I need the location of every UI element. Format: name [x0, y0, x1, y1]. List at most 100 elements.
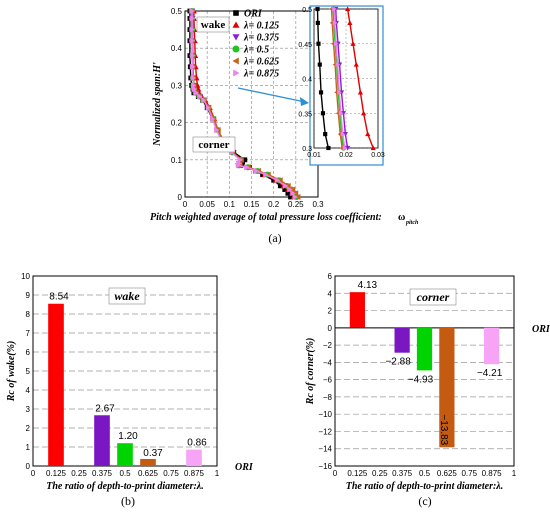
chart-b-data-label: 8.54 — [49, 292, 69, 303]
a-series-marker — [190, 52, 196, 59]
a-xtick-label: 0.1 — [224, 200, 236, 209]
a-inset-ytick: 0.5 — [302, 7, 312, 14]
chart-c-xtick-label: 0.125 — [347, 469, 368, 478]
chart-b-ylabel: Rc of wake(%) — [6, 341, 17, 403]
chart-c-title-box — [409, 288, 457, 306]
chart-c-baseline-label: ORI — [532, 324, 550, 335]
a-inset-series-marker — [337, 89, 342, 95]
a-inset-series-marker — [347, 20, 353, 25]
a-inset-series-line — [335, 8, 349, 149]
a-inset-series-marker — [350, 41, 356, 46]
chart-a-line: 0 0.1 0.2 0.3 0.4 0.5 0 0.05 0.1 0.15 0.2 0.25 0.3 wa… — [150, 5, 419, 226]
a-series-marker — [282, 182, 289, 189]
a-legend-entry: λ= 0.875 — [243, 69, 279, 80]
chart-b-title-box — [108, 287, 146, 305]
a-series-marker — [244, 164, 250, 171]
a-inset-series-marker — [318, 90, 324, 95]
chart-b-xtick-label: 0.5 — [119, 469, 131, 478]
a-inset-series-marker — [316, 41, 321, 46]
a-series-marker — [190, 74, 196, 81]
chart-b-bar — [94, 415, 110, 466]
chart-b-data-label: 0.37 — [143, 448, 163, 459]
a-inset-series-marker — [315, 20, 320, 25]
a-inset-series-marker — [320, 111, 326, 116]
a-xtick-label: 0 — [183, 200, 188, 209]
chart-c-xlabel: The ratio of depth-to-print diameter:λ. — [346, 481, 504, 492]
a-inset-series-marker — [335, 62, 341, 68]
a-inset-series-marker — [342, 145, 348, 151]
chart-b-data-label: 1.20 — [118, 431, 138, 442]
a-inset-series-marker — [323, 132, 328, 137]
a-inset-series-marker — [338, 110, 344, 116]
a-ylabel: Normalized span:H' — [152, 62, 163, 147]
chart-b-data-label: 0.86 — [187, 438, 207, 449]
chart-c-xtick-label: 0.25 — [372, 469, 388, 478]
chart-c-bar — [394, 327, 410, 353]
chart-c-xtick-label: 0.625 — [437, 469, 458, 478]
a-inset-series-line — [346, 8, 374, 149]
a-inset-series-marker — [357, 89, 363, 95]
a-ytick-label: 0.3 — [171, 81, 183, 90]
panel-label-c: (c) — [418, 494, 431, 508]
a-series-marker — [277, 183, 283, 189]
a-inset-xtick: 0.03 — [371, 152, 385, 159]
a-series-marker — [242, 157, 248, 163]
a-legend-entry: λ= 0.5 — [243, 45, 269, 56]
a-series-marker — [193, 89, 200, 96]
a-inset-series-marker — [370, 145, 376, 151]
a-wake-box — [196, 16, 230, 33]
a-inset-series-marker — [315, 6, 320, 12]
chart-c-ytick-label: −6 — [323, 376, 333, 385]
chart-c-xtick-label: 0.75 — [461, 469, 477, 478]
chart-b-bar: 0 1 2 3 4 5 6 7 8 9 10 ORI 0 0.125 0.25 0.375 0.5 0.625 0.… — [6, 272, 254, 492]
a-series-marker — [189, 26, 196, 33]
a-series-marker — [271, 177, 277, 183]
a-legend-marker — [233, 69, 240, 77]
chart-b-bar — [48, 303, 64, 466]
a-zoom-arrowhead — [300, 97, 309, 106]
a-series-marker — [287, 186, 293, 193]
chart-c-ylabel: Rc of corner(%) — [305, 338, 316, 406]
a-inset-series-line — [316, 8, 330, 149]
chart-b-ytick-label: 7 — [26, 329, 31, 338]
a-inset-xtick: 0.02 — [339, 152, 353, 159]
chart-c-xtick-label: 0.875 — [482, 469, 503, 478]
a-inset-series-marker — [334, 41, 339, 47]
chart-c-data-label: −2.88 — [385, 357, 411, 368]
chart-b-bar — [186, 449, 202, 466]
chart-b-xtick-label: 0.625 — [138, 469, 159, 478]
chart-b-data-label: 2.67 — [95, 403, 115, 414]
a-inset-series-marker — [332, 6, 337, 12]
a-legend-entry: λ= 0.625 — [243, 57, 279, 68]
a-series-marker — [189, 8, 196, 14]
chart-b-xtick-label: 0.75 — [163, 469, 179, 478]
a-ytick-label: 0.4 — [171, 44, 183, 53]
a-inset-series-marker — [345, 6, 351, 12]
a-wake-label: wake — [201, 19, 226, 31]
a-inset-series-marker — [361, 110, 367, 116]
a-legend-marker — [233, 10, 239, 16]
chart-c-bar: −16 −14 −12 −10 −8 −6 −4 −2 0 2 4 6 ORI 0 0.125 0.25 0.3… — [305, 272, 550, 492]
chart-b-ytick-label: 1 — [26, 443, 31, 452]
chart-b-xtick-label: 0.125 — [46, 469, 67, 478]
chart-b-xlabel: The ratio of depth-to-print diameter:λ. — [46, 481, 204, 492]
a-legend-marker — [232, 45, 240, 53]
chart-c-xtick-label: 1 — [512, 469, 517, 478]
a-inset-series-line — [333, 8, 346, 149]
chart-c-bar — [484, 327, 500, 365]
a-ytick-label: 0.2 — [171, 119, 183, 128]
a-series-marker — [190, 63, 196, 70]
a-inset-series-marker — [345, 145, 351, 151]
chart-b-ytick-label: 6 — [26, 348, 31, 357]
a-series-marker — [189, 37, 196, 44]
a-xtick-label: 0.15 — [244, 200, 260, 209]
a-inset-series-marker — [326, 145, 331, 151]
a-series-marker — [240, 161, 246, 166]
chart-c-xtick-label: 0.375 — [392, 469, 413, 478]
a-series-line — [191, 11, 296, 198]
chart-c-ytick-label: −12 — [318, 427, 332, 436]
a-series-marker — [191, 82, 197, 89]
a-series-marker — [210, 115, 216, 122]
a-series-marker — [197, 93, 203, 100]
